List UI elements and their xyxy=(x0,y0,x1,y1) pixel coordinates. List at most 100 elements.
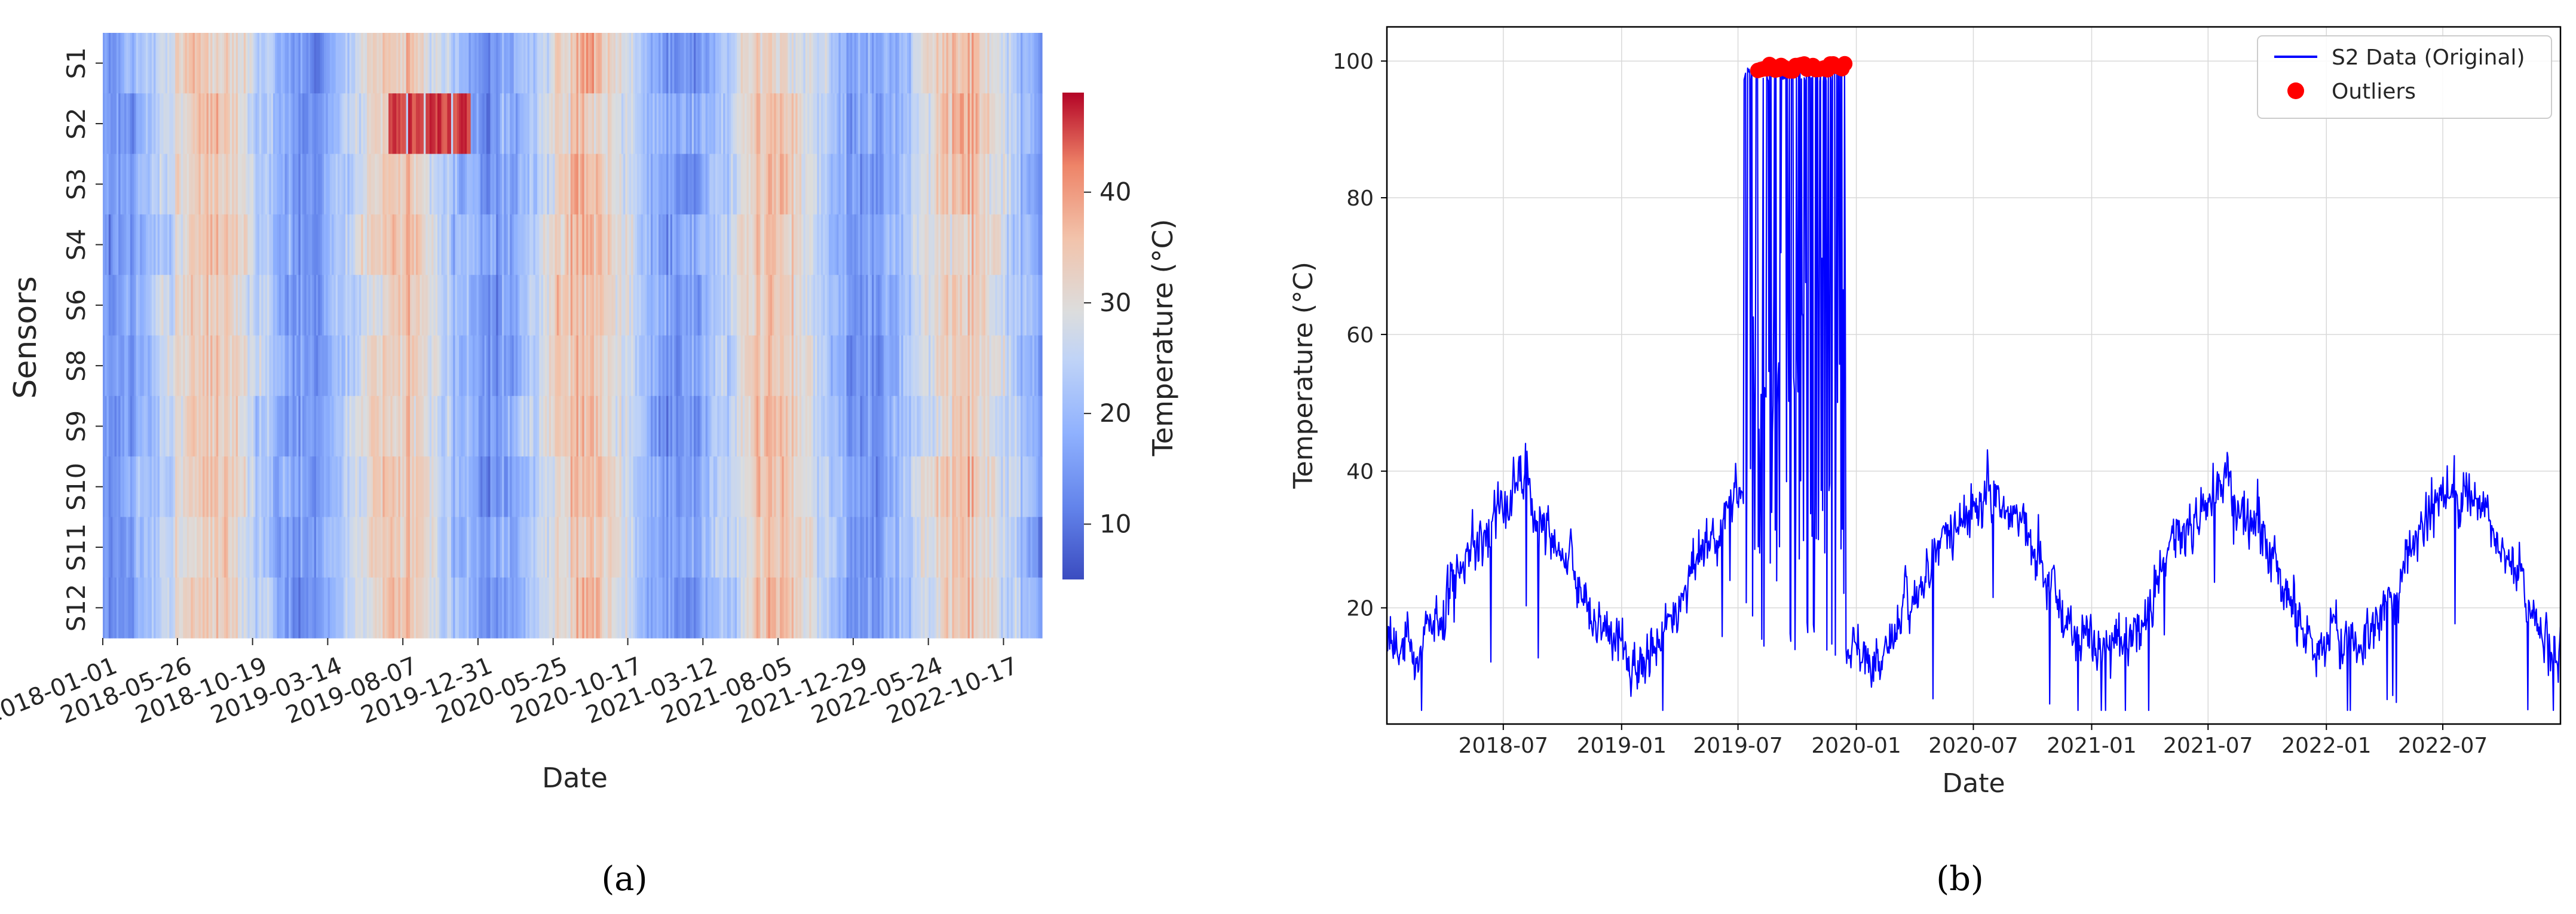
heatmap-cell xyxy=(183,214,186,275)
heatmap-cell xyxy=(381,154,383,215)
heatmap-cell xyxy=(453,456,456,517)
heatmap-cell xyxy=(869,395,872,457)
heatmap-cell xyxy=(776,33,779,94)
heatmap-cell xyxy=(529,517,532,578)
heatmap-cell xyxy=(789,93,792,155)
heatmap-cell xyxy=(111,517,113,578)
heatmap-cell xyxy=(562,93,565,155)
heatmap-cell xyxy=(447,456,450,517)
heatmap-cell xyxy=(318,154,321,215)
heatmap-cell xyxy=(1024,154,1027,215)
heatmap-cell xyxy=(265,395,268,457)
heatmap-cell xyxy=(713,335,716,397)
heatmap-cell xyxy=(300,214,303,275)
heatmap-cell xyxy=(478,154,481,215)
heatmap-cell xyxy=(447,214,450,275)
heatmap-cell xyxy=(338,577,340,639)
heatmap-cell xyxy=(235,517,238,578)
heatmap-cell xyxy=(318,93,321,155)
heatmap-cell xyxy=(486,395,489,457)
heatmap-cell xyxy=(148,275,151,336)
heatmap-cell xyxy=(443,275,446,336)
heatmap-cell xyxy=(797,577,800,639)
heatmap-cell xyxy=(398,93,401,155)
heatmap-cell xyxy=(838,517,841,578)
heatmap-cell xyxy=(413,275,416,336)
heatmap-cell xyxy=(645,335,648,397)
heatmap-cell xyxy=(1040,33,1043,94)
heatmap-cell xyxy=(952,395,955,457)
heatmap-cell xyxy=(517,154,520,215)
heatmap-cell xyxy=(283,577,286,639)
heatmap-cell xyxy=(572,517,575,578)
heatmap-cell xyxy=(866,335,869,397)
heatmap-cell xyxy=(402,517,405,578)
heatmap-cell xyxy=(106,456,109,517)
heatmap-cell xyxy=(981,395,984,457)
heatmap-cell xyxy=(662,154,665,215)
heatmap-cell xyxy=(277,154,280,215)
heatmap-cell xyxy=(232,214,235,275)
heatmap-cell xyxy=(772,395,774,457)
y-tick-label: 40 xyxy=(1346,460,1374,484)
heatmap-cell xyxy=(177,517,180,578)
heatmap-cell xyxy=(143,395,146,457)
heatmap-cell xyxy=(754,93,757,155)
heatmap-cell xyxy=(502,335,504,397)
heatmap-cell xyxy=(966,275,969,336)
heatmap-cell xyxy=(713,395,716,457)
heatmap-cell xyxy=(220,33,223,94)
heatmap-cell xyxy=(1026,395,1029,457)
heatmap-cell xyxy=(617,154,620,215)
heatmap-cell xyxy=(547,275,550,336)
heatmap-cell xyxy=(419,577,422,639)
heatmap-cell xyxy=(774,335,777,397)
heatmap-cell xyxy=(310,93,313,155)
heatmap-cell xyxy=(725,335,728,397)
heatmap-cell xyxy=(805,395,808,457)
heatmap-cell xyxy=(189,517,191,578)
heatmap-cell xyxy=(856,577,859,639)
heatmap-cell xyxy=(484,33,487,94)
heatmap-cell xyxy=(177,214,180,275)
heatmap-cell xyxy=(578,395,581,457)
heatmap-cell xyxy=(177,275,180,336)
heatmap-cell xyxy=(924,214,927,275)
heatmap-cell xyxy=(332,214,335,275)
heatmap-cell xyxy=(353,517,356,578)
heatmap-cell xyxy=(703,33,706,94)
heatmap-cell xyxy=(189,33,191,94)
heatmap-cell xyxy=(605,93,608,155)
heatmap-cell xyxy=(942,335,945,397)
heatmap-cell xyxy=(837,214,840,275)
heatmap-cell xyxy=(449,395,452,457)
heatmap-cell xyxy=(645,214,648,275)
heatmap-cell xyxy=(656,275,659,336)
heatmap-cell xyxy=(895,577,898,639)
heatmap-cell xyxy=(912,275,915,336)
heatmap-cell xyxy=(427,577,430,639)
heatmap-cell xyxy=(972,395,974,457)
heatmap-cell xyxy=(776,395,779,457)
heatmap-cell xyxy=(877,275,880,336)
heatmap-cell xyxy=(474,395,477,457)
heatmap-cell xyxy=(825,154,828,215)
heatmap-cell xyxy=(568,214,571,275)
heatmap-cell xyxy=(349,395,352,457)
heatmap-cell xyxy=(384,456,387,517)
heatmap-cell xyxy=(306,577,309,639)
heatmap-cell xyxy=(578,456,581,517)
heatmap-cell xyxy=(734,395,737,457)
heatmap-cell xyxy=(504,335,507,397)
heatmap-cell xyxy=(421,33,424,94)
heatmap-cell xyxy=(729,33,731,94)
heatmap-cell xyxy=(578,214,581,275)
heatmap-cell xyxy=(651,395,653,457)
heatmap-cell xyxy=(846,154,849,215)
heatmap-cell xyxy=(286,395,289,457)
heatmap-cell xyxy=(1036,33,1039,94)
heatmap-cell xyxy=(621,577,624,639)
heatmap-cell xyxy=(596,577,599,639)
heatmap-cell xyxy=(179,395,182,457)
heatmap-cell xyxy=(545,395,548,457)
